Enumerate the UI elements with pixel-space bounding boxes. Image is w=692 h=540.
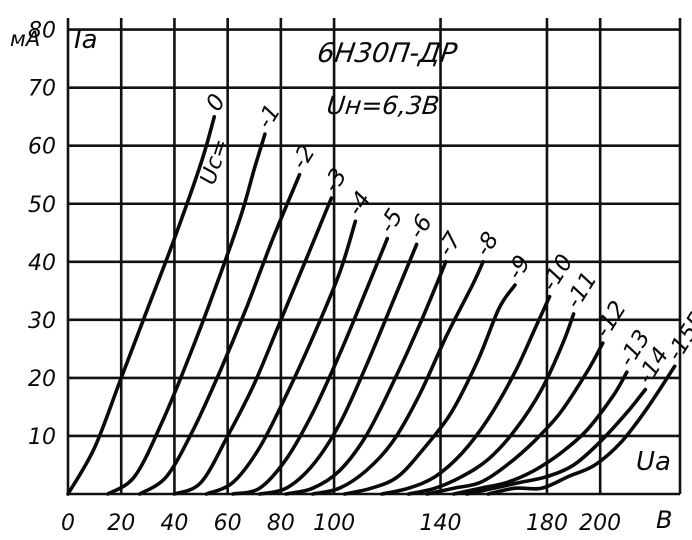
x-tick-label: 100	[313, 511, 355, 536]
x-tick-label: 40	[160, 511, 188, 536]
series-label: -6	[404, 210, 438, 243]
y-tick-label: 20	[28, 367, 56, 392]
curve-series-7	[284, 260, 448, 496]
chart-title: 6Н30П-ДР	[315, 38, 459, 69]
y-unit-label: мА	[10, 27, 40, 51]
y-tick-label: 50	[28, 193, 56, 218]
x-tick-label: 60	[214, 511, 242, 536]
series-label: -12	[590, 297, 632, 343]
series-label: -7	[433, 227, 467, 261]
curve-series-13	[452, 370, 629, 496]
curve-series-0	[66, 114, 217, 496]
curve-series-3	[172, 196, 334, 496]
x-tick-label: 140	[420, 511, 462, 536]
curve-series-1	[106, 132, 267, 496]
series-label: -8	[470, 228, 504, 261]
y-tick-label: 80	[28, 19, 56, 44]
x-tick-label: 0	[61, 511, 75, 536]
series-labels: 0 -1-2-3-4-5-6-7 -8-9 -10-11-12-13-14-15В	[201, 90, 692, 389]
curve-series-11	[406, 312, 576, 496]
series-label: -9	[502, 251, 536, 284]
x-axis-label: Ua	[636, 447, 671, 477]
x-tick-label: 20	[107, 511, 135, 536]
x-tick-label: 180	[526, 511, 568, 536]
grid	[66, 18, 682, 496]
chart-subtitle: Uн=6,3В	[325, 91, 440, 120]
curve-series-12	[425, 341, 605, 496]
curve-series-10	[380, 294, 552, 496]
y-tick-label: 70	[28, 77, 56, 102]
y-tick-label: 10	[28, 425, 56, 450]
x-tick-label: 200	[579, 511, 621, 536]
curve-series-15	[486, 364, 677, 496]
y-axis-label: Iа	[74, 25, 98, 55]
series-label: -5	[374, 205, 408, 238]
curve-series-4	[204, 219, 358, 496]
curve-series-8	[311, 260, 485, 496]
series-label: -4	[342, 187, 376, 220]
curve-series-5	[231, 236, 390, 496]
y-tick-label: 40	[28, 251, 56, 276]
x-tick-label: 80	[267, 511, 295, 536]
x-unit-label: В	[656, 506, 672, 534]
y-tick-labels: 10 20 30 40 50 60 70 80	[28, 19, 56, 450]
curve-series-6	[257, 242, 419, 496]
curve-series-2	[138, 172, 302, 496]
curve-series-14	[465, 387, 648, 496]
y-tick-label: 30	[28, 309, 56, 334]
curves	[66, 114, 677, 496]
x-tick-labels: 0 20 40 60 80 100 140 180 200	[61, 511, 621, 536]
curve-series-9	[342, 283, 517, 496]
y-tick-label: 60	[28, 135, 56, 160]
series-label: -3	[318, 164, 352, 197]
